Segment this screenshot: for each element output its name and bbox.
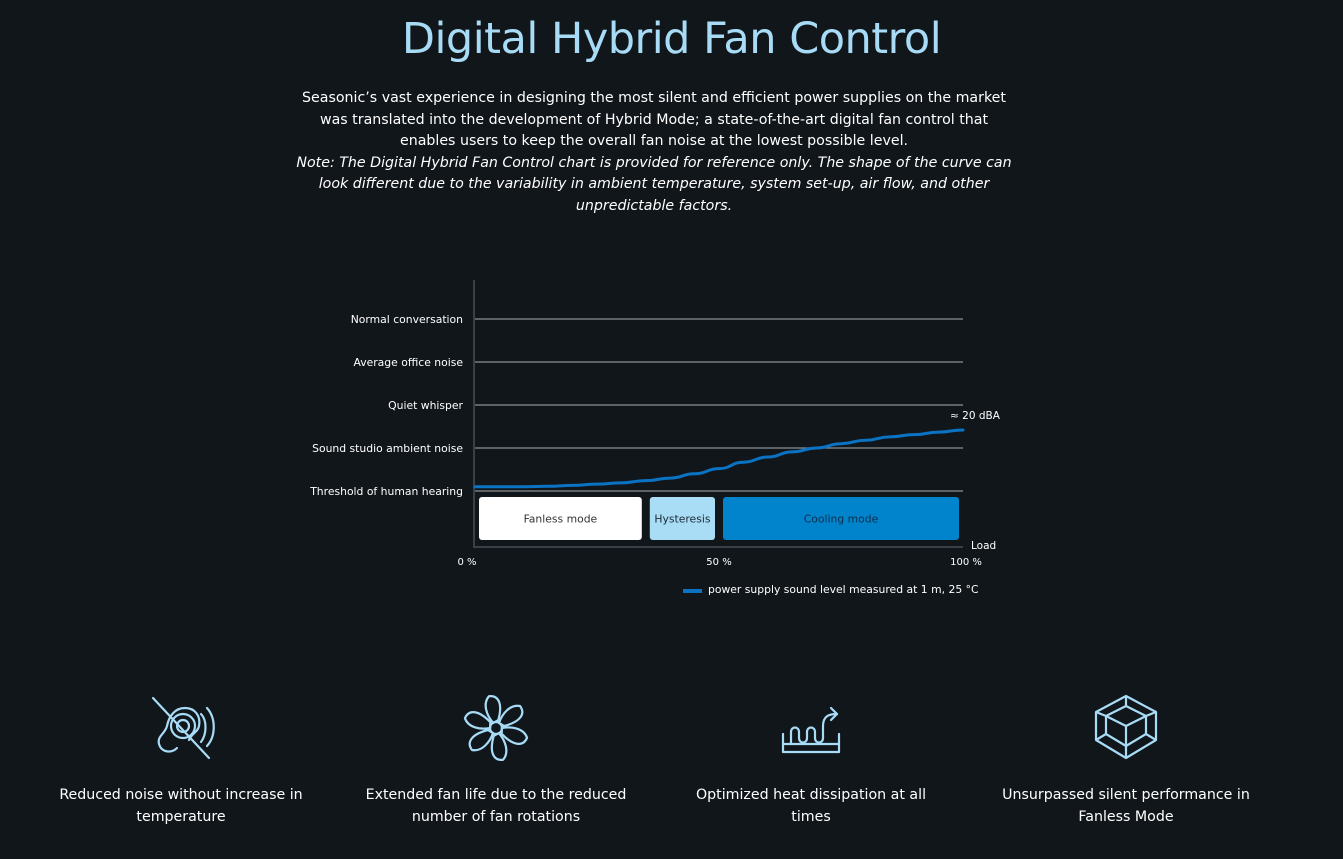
feature-heat-dissipation: Optimized heat dissipation at all times: [676, 685, 946, 845]
x-axis-label: Load: [971, 540, 996, 552]
series-line: [473, 428, 965, 489]
page-title: Digital Hybrid Fan Control: [401, 14, 942, 64]
cube-icon: [1094, 694, 1158, 760]
mode-region: [649, 497, 715, 540]
feature-label: Extended fan life due to the reduced num…: [365, 787, 627, 825]
mode-region-label: Hysteresis: [654, 513, 710, 526]
x-tick-label: 100 %: [950, 557, 982, 568]
mode-region-label: Fanless mode: [524, 513, 598, 526]
mode-region: [723, 497, 959, 540]
intro-note: Note: The Digital Hybrid Fan Control cha…: [296, 154, 1012, 214]
legend-label: power supply sound level measured at 1 m…: [708, 583, 979, 596]
noise-reduction-icon: [151, 696, 215, 760]
mode-region-label: Cooling mode: [804, 513, 879, 526]
x-tick-label: 50 %: [706, 557, 731, 568]
mode-region: [479, 497, 642, 540]
y-level-label: Threshold of human hearing: [309, 485, 463, 498]
x-tick-label: 0 %: [457, 557, 476, 568]
fan-control-chart: Threshold of human hearing Sound studio a…: [309, 280, 1001, 596]
feature-silent-performance: Unsurpassed silent performance in Fanles…: [991, 685, 1261, 845]
y-level-label: Sound studio ambient noise: [312, 442, 463, 455]
feature-reduced-noise: Reduced noise without increase in temper…: [46, 685, 316, 845]
fan-icon: [462, 693, 530, 762]
feature-extended-fan-life: Extended fan life due to the reduced num…: [361, 685, 631, 845]
y-level-label: Quiet whisper: [388, 399, 463, 412]
feature-list: Reduced noise without increase in temper…: [0, 685, 1343, 845]
heat-dissipation-icon: [781, 706, 841, 754]
intro-text: Seasonic’s vast experience in designing …: [296, 88, 1012, 218]
feature-label: Optimized heat dissipation at all times: [695, 787, 927, 825]
y-level-label: Average office noise: [353, 356, 463, 369]
feature-label: Unsurpassed silent performance in Fanles…: [1002, 787, 1250, 825]
annotation-label: ≈ 20 dBA: [950, 410, 1001, 422]
y-level-label: Normal conversation: [351, 313, 463, 326]
intro-paragraph: Seasonic’s vast experience in designing …: [302, 90, 1006, 150]
feature-label: Reduced noise without increase in temper…: [59, 787, 303, 825]
